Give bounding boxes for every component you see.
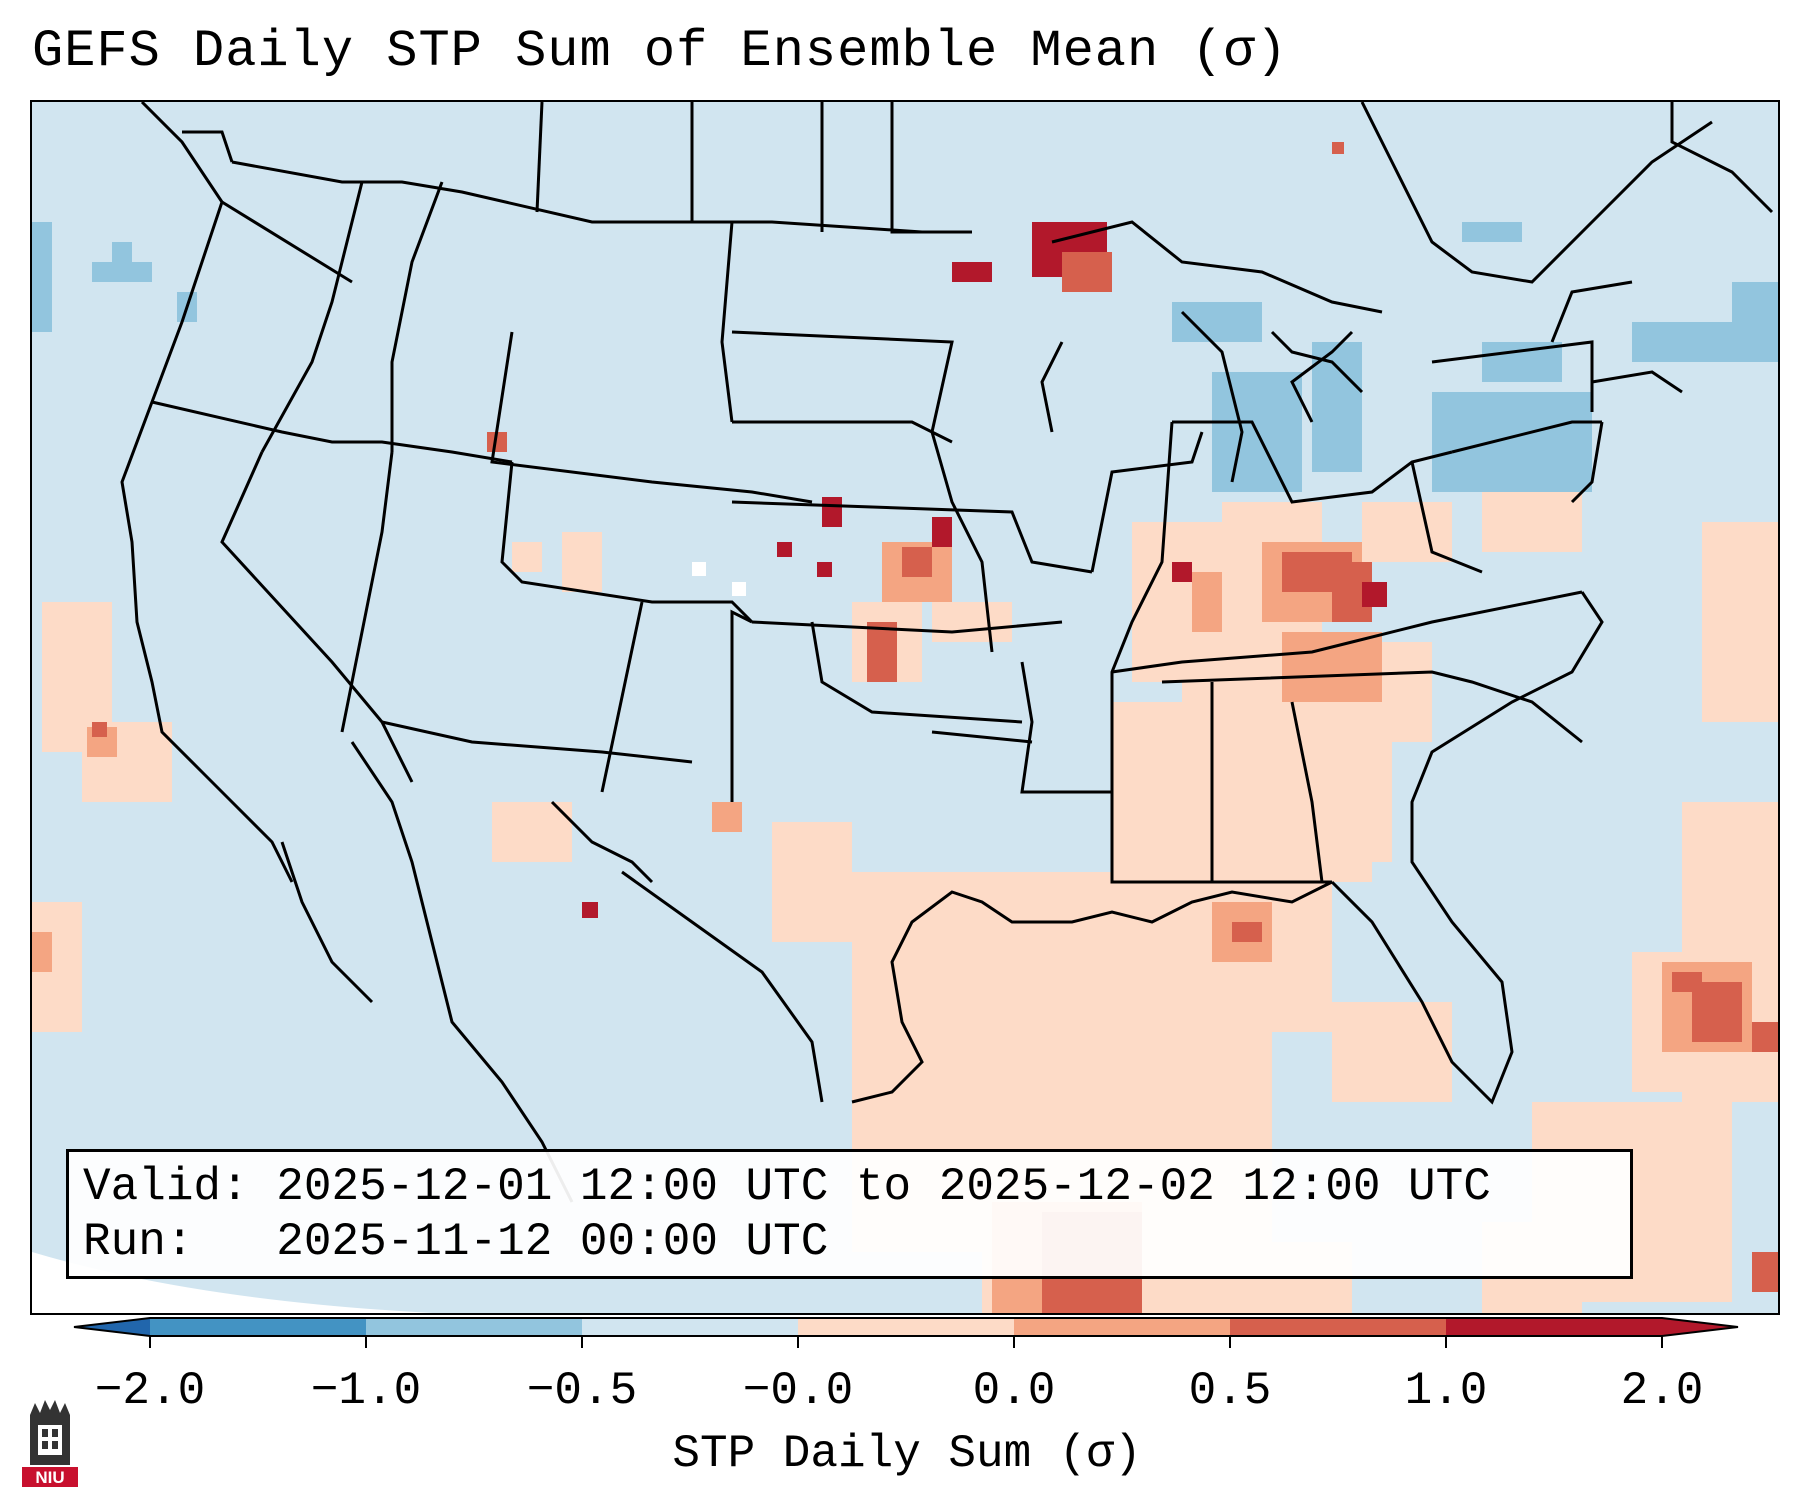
colorbar-tick-label: 0.5 bbox=[1188, 1365, 1272, 1417]
colorbar-segment bbox=[1014, 1318, 1231, 1336]
colorbar-segment bbox=[798, 1318, 1015, 1336]
colorbar-label: STP Daily Sum (σ) bbox=[672, 1428, 1142, 1480]
colorbar-segment bbox=[1230, 1318, 1447, 1336]
colorbar-tick-label: −0.0 bbox=[742, 1365, 854, 1417]
logo-text: NIU bbox=[35, 1468, 64, 1487]
colorbar-segment bbox=[582, 1318, 799, 1336]
colorbar-tick-label: 1.0 bbox=[1404, 1365, 1488, 1417]
valid-label: Valid: bbox=[83, 1161, 249, 1213]
state-borders bbox=[120, 102, 1774, 1203]
colorbar-segment bbox=[150, 1318, 367, 1336]
anomaly-cells bbox=[32, 142, 1778, 1313]
colorbar-tick-label: −2.0 bbox=[94, 1365, 206, 1417]
colorbar-extension-high bbox=[1662, 1318, 1738, 1336]
colorbar-extension-low bbox=[74, 1318, 150, 1336]
colorbar-tick-label: −0.5 bbox=[526, 1365, 638, 1417]
niu-logo: NIU bbox=[22, 1400, 78, 1487]
colorbar-segment bbox=[1446, 1318, 1663, 1336]
projection-corner bbox=[32, 1252, 434, 1313]
colorbar-tick-label: −1.0 bbox=[310, 1365, 422, 1417]
colorbar-tick-label: 0.0 bbox=[972, 1365, 1056, 1417]
run-label: Run: bbox=[83, 1216, 194, 1268]
valid-value: 2025-12-01 12:00 UTC to 2025-12-02 12:00… bbox=[276, 1161, 1491, 1213]
colorbar-segment bbox=[366, 1318, 583, 1336]
map-panel bbox=[30, 100, 1780, 1315]
colorbar bbox=[73, 1317, 1739, 1348]
anomaly-map bbox=[32, 102, 1778, 1313]
run-value: 2025-11-12 00:00 UTC bbox=[276, 1216, 829, 1268]
map-title: GEFS Daily STP Sum of Ensemble Mean (σ) bbox=[32, 22, 1288, 81]
valid-run-info-box: Valid: 2025-12-01 12:00 UTC to 2025-12-0… bbox=[66, 1149, 1633, 1279]
colorbar-tick-label: 2.0 bbox=[1620, 1365, 1704, 1417]
